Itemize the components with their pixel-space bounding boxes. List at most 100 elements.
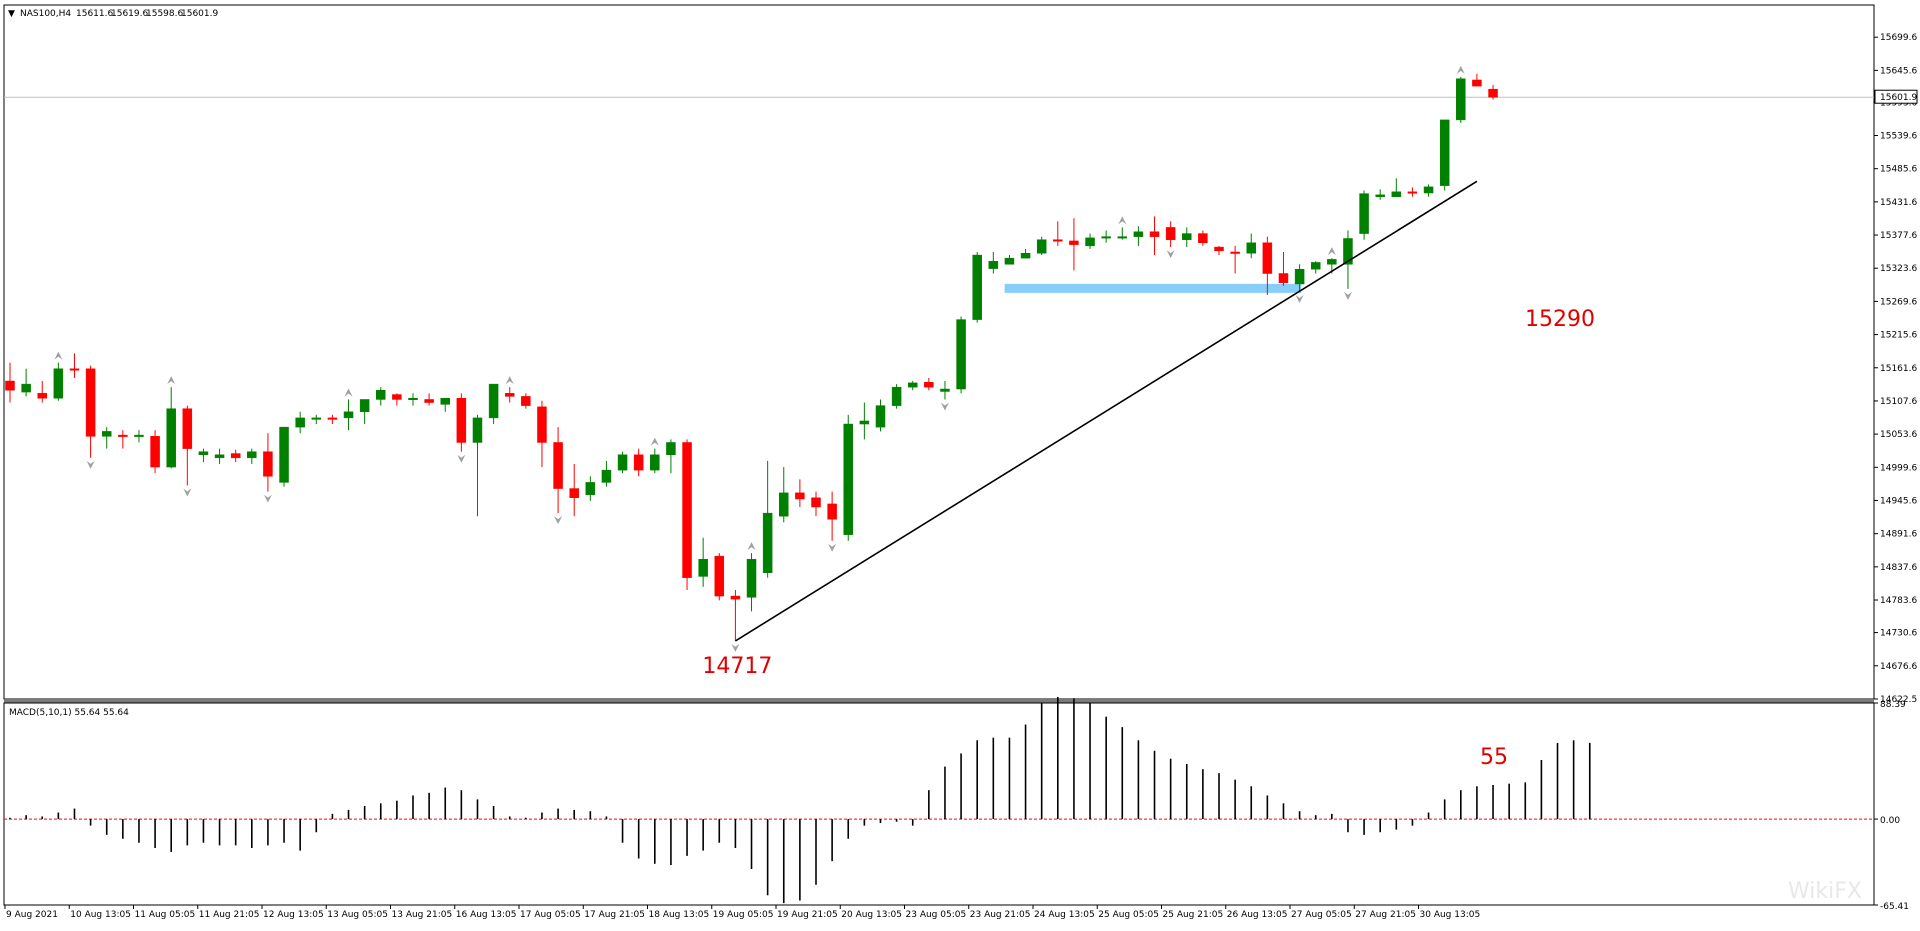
candle-body-bull bbox=[472, 417, 483, 443]
candle-body-bear bbox=[263, 451, 273, 477]
candle-body-bear bbox=[456, 397, 467, 443]
candle-body-bear bbox=[1214, 246, 1224, 252]
candle-body-bull bbox=[956, 319, 966, 390]
candle-body-bull bbox=[1343, 238, 1353, 265]
candle-body-bull bbox=[1101, 236, 1111, 239]
candle-body-bull bbox=[1327, 259, 1337, 265]
candle-body-bear bbox=[5, 380, 15, 391]
time-tick-label: 13 Aug 21:05 bbox=[392, 910, 453, 920]
candle-body-bull bbox=[907, 382, 918, 388]
candle-body-bear bbox=[1488, 88, 1498, 98]
current-price-box bbox=[1874, 89, 1918, 104]
candle-body-bear bbox=[1407, 191, 1418, 194]
candle-body-bear bbox=[1069, 240, 1079, 245]
time-tick-label: 13 Aug 05:05 bbox=[327, 910, 388, 920]
macd-value-annotation: 55 bbox=[1480, 745, 1508, 770]
candle-body-bear bbox=[118, 434, 128, 437]
candle-body-bull bbox=[650, 454, 660, 471]
candle-body-bull bbox=[440, 397, 450, 405]
macd-tick-label: 0.00 bbox=[1880, 816, 1900, 826]
candle-body-bull bbox=[279, 426, 289, 483]
chart-high-value: 15619.6 bbox=[111, 9, 148, 19]
swing-low-label: 14717 bbox=[702, 654, 772, 679]
candle-body-bull bbox=[343, 411, 354, 419]
candle-body-bear bbox=[424, 399, 434, 403]
pane-separator[interactable] bbox=[4, 699, 1874, 703]
candle-body-bear bbox=[633, 454, 644, 471]
candle-body-bear bbox=[1149, 231, 1160, 237]
fractal-up-icon bbox=[167, 376, 176, 385]
candle-body-bull bbox=[940, 388, 950, 392]
time-tick-label: 19 Aug 05:05 bbox=[713, 910, 774, 920]
candle-body-bear bbox=[682, 442, 692, 578]
candle-body-bull bbox=[1020, 252, 1031, 259]
price-tick-label: 15645.6 bbox=[1880, 66, 1917, 76]
time-tick-label: 27 Aug 05:05 bbox=[1291, 910, 1352, 920]
price-axis: 15699.615645.615593.615539.615485.615431… bbox=[1874, 33, 1918, 705]
candle-body-bull bbox=[617, 454, 628, 471]
candle-body-bear bbox=[150, 436, 160, 468]
time-tick-label: 9 Aug 2021 bbox=[6, 910, 58, 920]
price-tick-label: 14891.6 bbox=[1880, 530, 1917, 540]
candle-body-bull bbox=[875, 405, 886, 428]
fractal-up-icon bbox=[650, 437, 659, 446]
price-tick-label: 15539.6 bbox=[1880, 132, 1917, 142]
candle-body-bull bbox=[1310, 262, 1321, 270]
candle-body-bear bbox=[1053, 239, 1063, 242]
chart-close-value: 15601.9 bbox=[181, 9, 218, 19]
fractal-up-icon bbox=[505, 376, 514, 385]
fractal-up-icon bbox=[1327, 247, 1336, 256]
candle-body-bull bbox=[762, 512, 773, 573]
candle-body-bull bbox=[311, 417, 322, 420]
chart-dropdown-icon[interactable]: ▼ bbox=[8, 9, 15, 19]
candle-body-bull bbox=[585, 482, 596, 495]
candle-body-bull bbox=[988, 260, 999, 269]
watermark-logo: WikiFX bbox=[1788, 879, 1862, 904]
candle-body-bear bbox=[521, 396, 531, 406]
candle-body-bull bbox=[101, 431, 112, 437]
candle-body-bear bbox=[85, 368, 96, 437]
fractal-down-icon bbox=[554, 516, 563, 525]
candle-body-bear bbox=[1262, 242, 1273, 274]
price-pane-frame bbox=[3, 4, 1875, 700]
candle-body-bull bbox=[859, 420, 870, 425]
macd-histogram bbox=[4, 696, 1874, 904]
macd-axis: 88.39 0.00 -65.41 bbox=[1874, 700, 1909, 912]
candle-body-bull bbox=[1085, 237, 1095, 247]
time-tick-label: 30 Aug 13:05 bbox=[1420, 910, 1481, 920]
candle-body-bear bbox=[182, 408, 193, 449]
candle-body-bull bbox=[198, 451, 209, 456]
candle-body-bear bbox=[924, 382, 934, 388]
candle-body-bull bbox=[1423, 186, 1434, 194]
price-tick-label: 15323.6 bbox=[1880, 264, 1917, 274]
candle-body-bear bbox=[1230, 251, 1240, 254]
candle-body-bull bbox=[214, 454, 225, 459]
time-tick-label: 24 Aug 13:05 bbox=[1034, 910, 1095, 920]
candle-body-bull bbox=[21, 383, 31, 393]
price-tick-label: 15215.6 bbox=[1880, 331, 1917, 341]
candle-body-bear bbox=[504, 393, 515, 397]
candle-body-bull bbox=[1359, 193, 1369, 234]
price-tick-label: 14837.6 bbox=[1880, 563, 1917, 573]
candle-body-bull bbox=[1456, 78, 1466, 121]
fractal-down-icon bbox=[828, 543, 837, 552]
candle-body-bear bbox=[795, 492, 805, 500]
time-tick-label: 10 Aug 13:05 bbox=[70, 910, 131, 920]
support-zone-group bbox=[1004, 283, 1302, 293]
time-tick-label: 25 Aug 05:05 bbox=[1098, 910, 1159, 920]
candle-body-bear bbox=[730, 595, 741, 600]
price-tick-label: 15485.6 bbox=[1880, 165, 1917, 175]
candle-body-bull bbox=[376, 389, 386, 400]
candle-body-bull bbox=[134, 434, 144, 437]
time-tick-label: 19 Aug 21:05 bbox=[777, 910, 838, 920]
fractal-down-icon bbox=[263, 494, 272, 503]
fractal-down-icon bbox=[457, 454, 466, 463]
price-tick-label: 15431.6 bbox=[1880, 198, 1917, 208]
price-tick-label: 14622.5 bbox=[1880, 695, 1917, 705]
chart-low-value: 15598.6 bbox=[146, 9, 183, 19]
candle-body-bull bbox=[488, 383, 499, 419]
price-tick-label: 15161.6 bbox=[1880, 364, 1917, 374]
candle-body-bull bbox=[247, 451, 257, 459]
